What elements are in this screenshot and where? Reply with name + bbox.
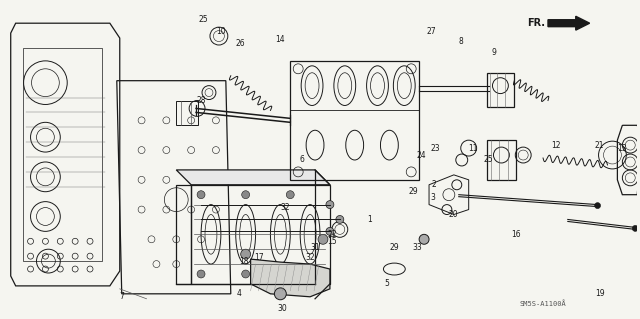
Text: 6: 6 xyxy=(300,155,305,165)
Text: SM5S-A1100Å: SM5S-A1100Å xyxy=(520,300,566,307)
Circle shape xyxy=(419,234,429,244)
Bar xyxy=(486,140,516,180)
Text: 30: 30 xyxy=(278,304,287,313)
Text: 9: 9 xyxy=(491,48,496,57)
Circle shape xyxy=(197,191,205,199)
Bar xyxy=(22,48,102,261)
Polygon shape xyxy=(251,259,330,297)
Text: 28: 28 xyxy=(196,96,206,105)
Text: 13: 13 xyxy=(618,144,627,152)
Text: 5: 5 xyxy=(384,279,389,288)
Text: 2: 2 xyxy=(431,180,436,189)
Text: 8: 8 xyxy=(458,37,463,46)
Circle shape xyxy=(275,288,286,300)
Text: 33: 33 xyxy=(412,243,422,252)
Text: 1: 1 xyxy=(367,215,372,224)
Text: 16: 16 xyxy=(511,230,521,239)
Text: 18: 18 xyxy=(239,256,248,266)
Circle shape xyxy=(242,191,250,199)
Text: 29: 29 xyxy=(390,243,399,252)
Bar xyxy=(486,73,515,108)
Circle shape xyxy=(242,270,250,278)
Circle shape xyxy=(632,226,638,231)
Text: 22: 22 xyxy=(327,230,337,239)
Circle shape xyxy=(595,203,600,209)
Circle shape xyxy=(326,201,334,209)
Text: 21: 21 xyxy=(595,141,604,150)
Circle shape xyxy=(286,270,294,278)
Text: 10: 10 xyxy=(216,26,226,36)
Circle shape xyxy=(197,270,205,278)
Circle shape xyxy=(286,191,294,199)
Bar xyxy=(291,61,419,180)
Text: 19: 19 xyxy=(595,289,604,298)
Polygon shape xyxy=(176,170,330,185)
Text: 25: 25 xyxy=(198,15,208,24)
Circle shape xyxy=(318,234,328,244)
Text: 29: 29 xyxy=(408,187,418,196)
Circle shape xyxy=(241,249,251,259)
Bar xyxy=(176,100,198,125)
Text: 27: 27 xyxy=(426,26,436,36)
Text: 11: 11 xyxy=(468,144,477,152)
Circle shape xyxy=(336,216,344,223)
Text: 20: 20 xyxy=(448,210,458,219)
Text: 14: 14 xyxy=(276,34,285,44)
Circle shape xyxy=(326,227,334,235)
Text: 3: 3 xyxy=(431,193,435,202)
Text: 32: 32 xyxy=(280,203,290,212)
FancyArrow shape xyxy=(548,16,589,30)
Text: 25: 25 xyxy=(484,155,493,165)
Text: 31: 31 xyxy=(310,243,320,252)
Text: 17: 17 xyxy=(253,253,263,262)
Text: 26: 26 xyxy=(236,39,246,48)
Text: 12: 12 xyxy=(551,141,561,150)
Text: 24: 24 xyxy=(416,151,426,160)
Text: FR.: FR. xyxy=(527,18,545,28)
Text: 4: 4 xyxy=(236,289,241,298)
Text: 7: 7 xyxy=(119,292,124,301)
Text: 23: 23 xyxy=(430,144,440,152)
Text: 15: 15 xyxy=(327,237,337,246)
Text: 32: 32 xyxy=(305,253,315,262)
